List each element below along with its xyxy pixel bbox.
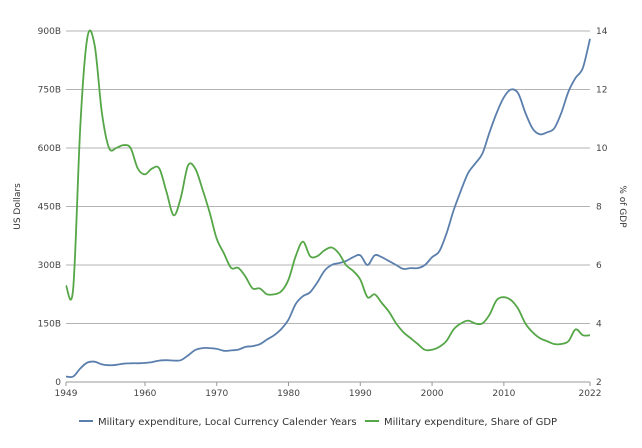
left-tick-label: 150B — [38, 320, 61, 330]
right-tick-label: 8 — [596, 203, 602, 213]
x-tick-label: 1990 — [349, 389, 372, 399]
right-tick-label: 2 — [596, 378, 602, 388]
x-tick-label: 1960 — [134, 389, 157, 399]
right-axis-ticks: 2 4 6 8 10 12 14 — [596, 27, 608, 388]
right-tick-label: 12 — [596, 86, 607, 96]
legend: Military expenditure, Local Currency Cal… — [79, 417, 557, 428]
x-tick-label: 1949 — [55, 389, 78, 399]
legend-label-expenditure: Military expenditure, Local Currency Cal… — [98, 417, 357, 428]
left-axis-ticks: 0 150B 300B 450B 600B 750B 900B — [38, 27, 62, 388]
x-tick-label: 2000 — [421, 389, 444, 399]
x-tick-label: 1980 — [277, 389, 300, 399]
x-tick-label: 2022 — [579, 389, 602, 399]
right-tick-label: 4 — [596, 320, 602, 330]
left-tick-label: 300B — [38, 261, 61, 271]
right-tick-label: 10 — [596, 144, 608, 154]
right-tick-label: 6 — [596, 261, 602, 271]
left-tick-label: 600B — [38, 144, 61, 154]
series-line-expenditure — [65, 38, 591, 379]
x-tick-label: 1970 — [205, 389, 228, 399]
left-tick-label: 0 — [55, 378, 61, 388]
right-axis-title: % of GDP — [617, 185, 627, 228]
left-tick-label: 450B — [38, 203, 61, 213]
series-line-gdp-share — [65, 29, 591, 352]
left-tick-label: 900B — [38, 27, 61, 37]
x-axis-ticks: 1949 1960 1970 1980 1990 2000 2010 2022 — [55, 382, 602, 399]
left-tick-label: 750B — [38, 86, 61, 96]
x-tick-label: 2010 — [492, 389, 515, 399]
left-axis-title: US Dollars — [13, 183, 23, 230]
legend-label-gdp-share: Military expenditure, Share of GDP — [384, 417, 557, 428]
series-layer — [65, 29, 591, 379]
right-tick-label: 14 — [596, 27, 608, 37]
grid-lines — [66, 30, 590, 324]
